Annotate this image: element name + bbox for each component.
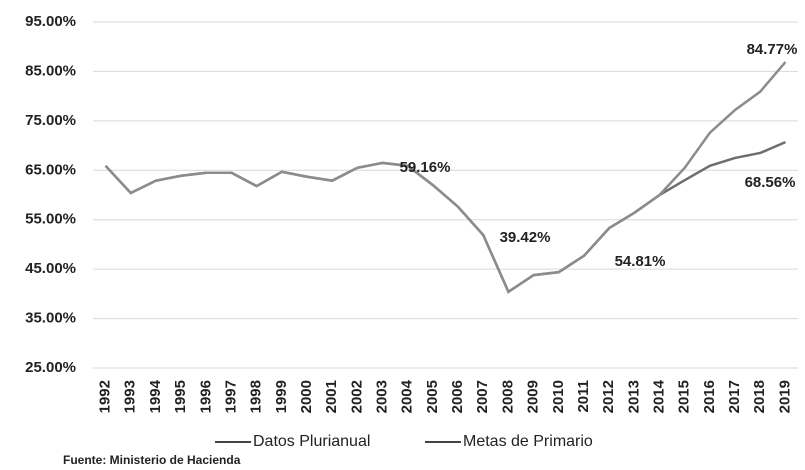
x-tick-label: 2008	[499, 380, 516, 413]
x-tick-label: 2009	[525, 380, 542, 413]
x-tick-label: 1995	[172, 380, 189, 413]
y-tick-label: 75.00%	[25, 112, 76, 129]
x-tick-label: 2017	[726, 380, 743, 413]
line-series	[104, 61, 787, 294]
x-tick-label: 1997	[222, 380, 239, 413]
y-tick-label: 65.00%	[25, 161, 76, 178]
x-tick-label: 1999	[273, 380, 290, 413]
legend-label: Datos Plurianual	[253, 433, 370, 450]
x-tick-label: 2004	[399, 379, 416, 413]
source-note: Fuente: Ministerio de Hacienda	[63, 453, 241, 467]
x-tick-label: 1996	[197, 380, 214, 413]
annotation: 54.81%	[615, 253, 666, 270]
x-tick-label: 1998	[248, 380, 265, 413]
x-tick-label: 2005	[424, 380, 441, 413]
x-tick-label: 2006	[449, 380, 466, 413]
annotation: 84.77%	[747, 41, 798, 58]
annotation: 39.42%	[500, 229, 551, 246]
x-tick-label: 2003	[374, 380, 391, 413]
annotation: 59.16%	[400, 159, 451, 176]
x-tick-label: 2015	[676, 380, 693, 413]
x-tick-label: 2013	[625, 380, 642, 413]
y-tick-label: 45.00%	[25, 260, 76, 277]
x-tick-label: 2014	[650, 379, 667, 413]
x-tick-label: 2000	[298, 380, 315, 413]
y-tick-label: 85.00%	[25, 62, 76, 79]
x-tick-label: 2018	[751, 380, 768, 413]
y-tick-label: 55.00%	[25, 211, 76, 228]
x-tick-label: 1993	[122, 380, 139, 413]
annotation: 68.56%	[745, 174, 796, 191]
x-tick-label: 2007	[474, 380, 491, 413]
x-tick-label: 2001	[323, 380, 340, 413]
x-tick-label: 2010	[550, 380, 567, 413]
x-tick-label: 2011	[575, 380, 592, 413]
x-tick-label: 1994	[147, 379, 164, 413]
y-tick-label: 35.00%	[25, 310, 76, 327]
x-tick-label: 2019	[776, 380, 793, 413]
x-tick-label: 2002	[348, 380, 365, 413]
x-tick-label: 1992	[97, 380, 114, 413]
legend-label: Metas de Primario	[463, 433, 593, 450]
x-tick-label: 2016	[701, 380, 718, 413]
y-tick-label: 95.00%	[25, 13, 76, 30]
y-tick-label: 25.00%	[25, 359, 76, 376]
x-tick-label: 2012	[600, 380, 617, 413]
